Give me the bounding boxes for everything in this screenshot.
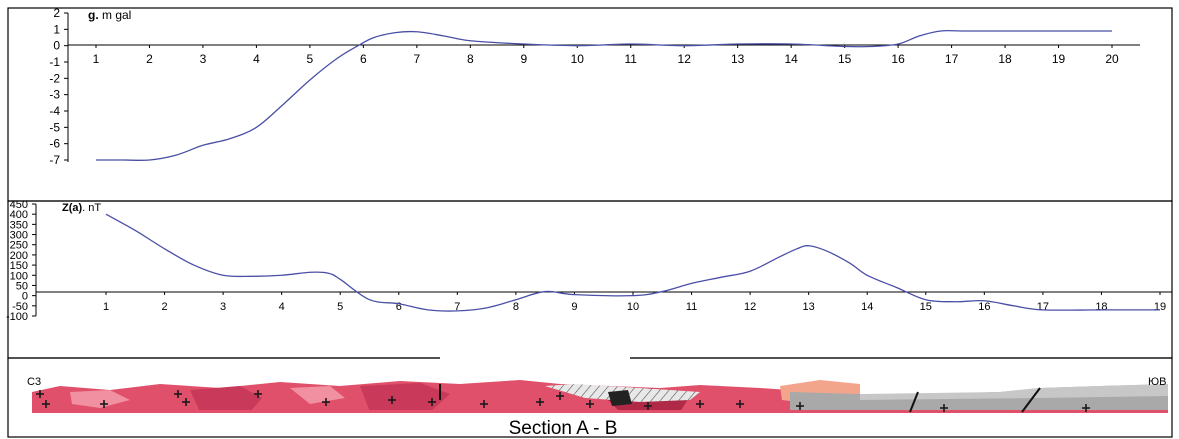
magnetic-series-line — [105, 213, 1160, 312]
dark-granite-zone-2 — [360, 383, 450, 412]
m-xtick-label: 4 — [279, 301, 285, 313]
granite-cross-symbols — [36, 390, 1090, 412]
g-xtick-label: 16 — [891, 52, 905, 66]
m-ytick-label: 0 — [22, 291, 28, 303]
m-ytick-label: 100 — [10, 270, 28, 282]
gravity-title-bold: g. — [88, 8, 99, 22]
light-granite-patch-2 — [290, 386, 345, 404]
gravity-series-line — [95, 29, 1112, 162]
m-xtick-label: 13 — [803, 301, 815, 313]
m-ytick-label: 350 — [10, 219, 28, 231]
m-xtick-label: 14 — [861, 301, 873, 313]
g-xtick-label: 15 — [838, 52, 852, 66]
m-ytick-label: 400 — [10, 209, 28, 221]
g-xtick-label: 3 — [200, 52, 207, 66]
g-xtick-label: 19 — [1052, 52, 1066, 66]
gravity-x-ticks: 1 2 3 4 5 6 7 8 9 10 11 12 13 14 15 16 17 18 19 20 — [93, 45, 1119, 66]
gravity-title-unit: m gal — [99, 8, 132, 22]
section-right-label: ЮВ — [1148, 376, 1166, 388]
g-xtick-label: 8 — [467, 52, 474, 66]
m-ytick-label: 150 — [10, 260, 28, 272]
g-ytick-label: -4 — [49, 104, 60, 118]
m-xtick-label: 18 — [1095, 301, 1107, 313]
dark-intrusion — [608, 390, 632, 406]
light-granite-patch — [70, 390, 130, 408]
g-xtick-label: 2 — [146, 52, 153, 66]
frame-gap — [440, 354, 630, 362]
m-xtick-label: 5 — [337, 301, 343, 313]
magnetic-title-bold: Z(a) — [62, 202, 83, 214]
m-xtick-label: 7 — [454, 301, 460, 313]
m-xtick-label: 19 — [1154, 301, 1166, 313]
m-xtick-label: 12 — [744, 301, 756, 313]
gravity-chart: 210-1-2-3-4-5-6-7 1 2 3 4 5 6 7 8 9 10 11 12 13 14 15 1… — [49, 6, 1140, 167]
gravity-panel-frame — [7, 7, 1173, 202]
g-xtick-label: 13 — [731, 52, 745, 66]
m-xtick-label: 16 — [978, 301, 990, 313]
dark-granite-zone — [190, 386, 262, 412]
gravity-y-ticks: 2 1 0 -1 -2 -3 -4 -5 -6 -7 — [49, 6, 68, 167]
g-xtick-label: 20 — [1105, 52, 1119, 66]
g-ytick-label: -1 — [49, 55, 60, 69]
m-xtick-label: 15 — [920, 301, 932, 313]
g-xtick-label: 6 — [360, 52, 367, 66]
g-xtick-label: 12 — [678, 52, 692, 66]
g-ytick-label: -2 — [49, 71, 60, 85]
m-xtick-label: 9 — [571, 301, 577, 313]
m-xtick-label: 1 — [103, 301, 109, 313]
fault-line-1 — [909, 391, 919, 413]
geological-section: C3 ЮВ Section A - B — [27, 376, 1168, 439]
m-xtick-label: 6 — [396, 301, 402, 313]
magnetic-panel-frame — [7, 200, 1173, 359]
section-caption: Section A - B — [509, 418, 618, 439]
g-xtick-label: 11 — [625, 52, 638, 66]
g-xtick-label: 17 — [945, 52, 959, 66]
m-ytick-label: 50 — [16, 280, 28, 292]
base-strip — [32, 410, 1168, 413]
g-xtick-label: 18 — [998, 52, 1012, 66]
section-left-label: C3 — [27, 376, 41, 388]
g-ytick-label: 1 — [53, 22, 60, 36]
magnetic-x-ticks: 1 2 3 4 5 6 7 8 9 10 11 12 13 14 15 16 17 18 19 — [103, 292, 1166, 313]
m-xtick-label: 2 — [161, 301, 167, 313]
m-ytick-label: 300 — [10, 230, 28, 242]
m-ytick-label: 250 — [10, 240, 28, 252]
m-ytick-label: -50 — [12, 301, 28, 313]
gravity-title: g. m gal — [88, 8, 131, 22]
g-xtick-label: 5 — [307, 52, 314, 66]
g-ytick-label: -5 — [49, 120, 60, 134]
m-xtick-label: 11 — [686, 301, 697, 313]
g-ytick-label: 0 — [53, 39, 60, 53]
m-xtick-label: 10 — [627, 301, 639, 313]
grey-sediment-top — [860, 384, 1168, 400]
m-ytick-label: 200 — [10, 250, 28, 262]
g-ytick-label: -6 — [49, 137, 60, 151]
fault-line-2 — [1021, 387, 1041, 413]
g-ytick-label: 2 — [53, 6, 60, 20]
g-xtick-label: 9 — [520, 52, 527, 66]
g-xtick-label: 1 — [93, 52, 100, 66]
m-xtick-label: 3 — [220, 301, 226, 313]
g-xtick-label: 14 — [784, 52, 798, 66]
g-ytick-label: -7 — [49, 153, 60, 167]
magnetic-title-unit: . nT — [82, 202, 101, 214]
g-xtick-label: 7 — [413, 52, 420, 66]
m-xtick-label: 17 — [1037, 301, 1049, 313]
m-xtick-label: 8 — [513, 301, 519, 313]
m-ytick-label: 450 — [10, 199, 28, 211]
m-ytick-label: -100 — [6, 311, 28, 323]
g-xtick-label: 10 — [571, 52, 585, 66]
magnetic-title: Z(a). nT — [62, 202, 101, 214]
g-xtick-label: 4 — [253, 52, 260, 66]
g-ytick-label: -3 — [49, 88, 60, 102]
